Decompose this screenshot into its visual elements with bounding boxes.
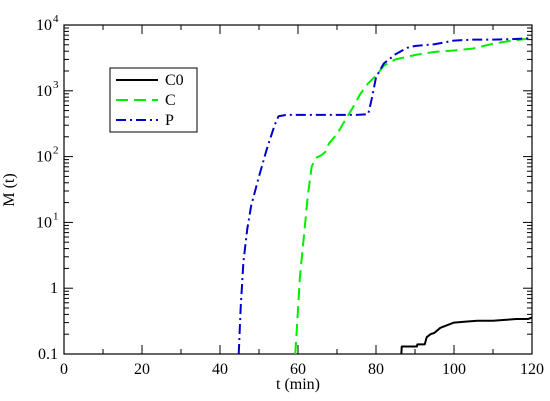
x-axis-title: t (min)	[276, 376, 320, 393]
x-tick-label: 40	[212, 361, 228, 378]
x-tick-label: 60	[290, 361, 306, 378]
y-tick-label: 0.1	[38, 346, 58, 363]
y-tick-label: 10	[36, 83, 52, 100]
y-tick-exponent: 1	[53, 210, 59, 222]
x-tick-label: 100	[442, 361, 466, 378]
legend-label-c0: C0	[165, 72, 184, 89]
y-tick-exponent: 3	[53, 79, 59, 91]
y-tick-label: 1	[50, 280, 58, 297]
legend-label-c: C	[165, 92, 176, 109]
x-tick-label: 20	[134, 361, 150, 378]
y-tick-label: 10	[36, 149, 52, 166]
y-tick-exponent: 2	[53, 145, 59, 157]
y-tick-exponent: 4	[53, 13, 59, 25]
y-tick-label: 10	[36, 214, 52, 231]
series-line-p	[237, 37, 532, 354]
x-tick-label: 0	[60, 361, 68, 378]
series-line-c	[294, 37, 532, 354]
x-tick-label: 80	[368, 361, 384, 378]
x-tick-label: 120	[520, 361, 544, 378]
legend-label-p: P	[165, 112, 174, 129]
series-line-c0	[400, 316, 532, 354]
y-tick-label: 10	[36, 17, 52, 34]
legend: C0 CP	[109, 67, 198, 133]
y-axis-title: M (t)	[1, 173, 18, 206]
